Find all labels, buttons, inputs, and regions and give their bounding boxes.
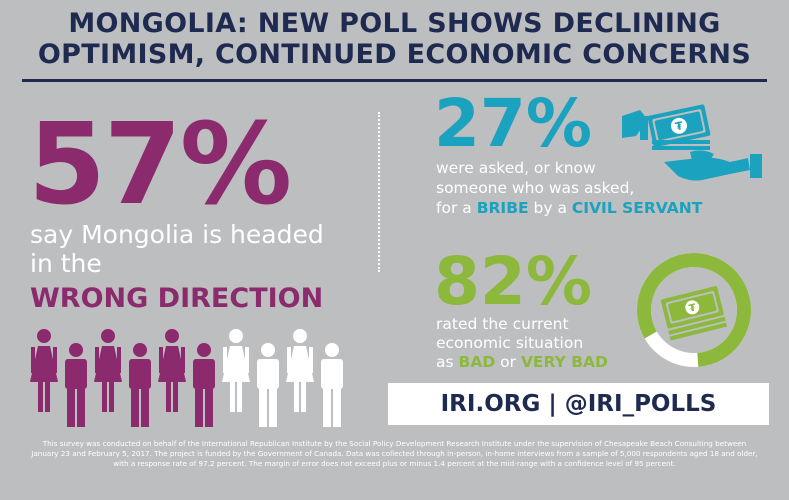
wrong-direction-percent: 57% [28,100,292,230]
civil-servant-word: CIVIL SERVANT [571,199,703,217]
person-male-icon [193,343,215,427]
people-pictogram [30,329,343,427]
person-female-icon [94,329,122,412]
ring-arc [637,253,751,368]
wrong-direction-text: say Mongolia is headed in the [30,220,330,278]
person-male-icon [129,343,151,427]
bribe-line2: someone who was asked, [436,179,635,197]
svg-text:₮: ₮ [674,119,685,133]
website-banner[interactable]: IRI.ORG | @IRI_POLLS [388,383,769,425]
bills-icon: ₮ [660,286,727,341]
person-female-icon [222,329,250,412]
bribe-line1: were asked, or know [436,159,596,177]
methodology-footnote: This survey was conducted on behalf of t… [31,439,758,468]
bribe-percent: 27% [434,85,592,162]
bribe-line3-prefix: for a [436,199,472,217]
wrong-direction-line2: in the [30,249,102,278]
svg-text:₮: ₮ [688,303,697,315]
economy-percent: 82% [434,243,592,320]
person-male-icon [65,343,87,427]
money-hand-icon: ₮ [622,104,762,181]
bribe-text: were asked, or know someone who was aske… [436,158,706,218]
money-ring-icon: ₮ [637,253,751,368]
economy-text: rated the current economic situation as … [436,315,666,372]
economy-line2: economic situation [436,334,584,352]
person-female-icon [286,329,314,412]
bribe-line3: for a BRIBE by a CIVIL SERVANT [436,198,706,218]
very-bad-word: VERY BAD [520,353,608,371]
wrong-direction-highlight: WRONG DIRECTION [30,283,324,314]
economy-line3-prefix: as [436,353,454,371]
person-female-icon [30,329,58,412]
person-female-icon [158,329,186,412]
page-title: MONGOLIA: NEW POLL SHOWS DECLINING OPTIM… [0,8,789,70]
person-male-icon [257,343,279,427]
bribe-line3-mid: by a [533,199,567,217]
economy-line3: as BAD or VERY BAD [436,353,666,372]
bad-word: BAD [458,353,496,371]
wrong-direction-line1: say Mongolia is headed [30,220,324,249]
bribe-word: BRIBE [476,199,529,217]
person-male-icon [321,343,343,427]
economy-line1: rated the current [436,315,569,333]
dotted-divider [378,112,380,272]
or-word: or [500,353,516,371]
title-line-2: OPTIMISM, CONTINUED ECONOMIC CONCERNS [37,39,752,70]
title-line-1: MONGOLIA: NEW POLL SHOWS DECLINING [68,8,721,39]
title-rule [22,79,767,82]
